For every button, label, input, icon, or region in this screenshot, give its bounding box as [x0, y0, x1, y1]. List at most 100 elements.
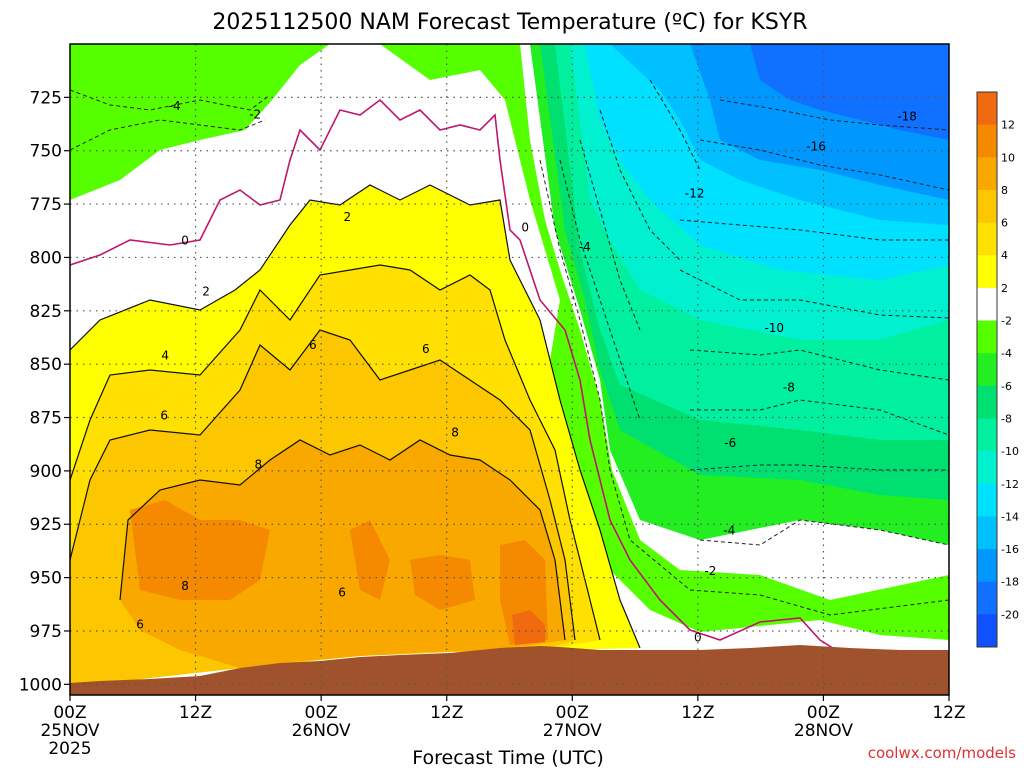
contour-label: -8 [783, 381, 795, 395]
y-tick-label: 1000 [19, 675, 62, 695]
band-minus-20 [750, 44, 949, 140]
colorbar-swatch [977, 124, 997, 158]
contour-negative [70, 89, 271, 111]
colorbar-label: -10 [1001, 445, 1019, 458]
contour-label: 6 [422, 342, 430, 356]
contour-label: -2 [704, 564, 716, 578]
credit-text: coolwx.com/models [868, 744, 1016, 762]
contour-negative [70, 119, 266, 151]
contour-label: 8 [451, 425, 459, 439]
x-tick-label: 00Z [305, 703, 338, 723]
colorbar-swatch [977, 157, 997, 191]
plot-frame [69, 43, 950, 696]
colorbar-swatch [977, 451, 997, 485]
x-tick-date: 27NOV [543, 721, 602, 741]
colorbar-label: 4 [1001, 249, 1008, 262]
colorbar-swatch [977, 581, 997, 615]
colorbar-label: 12 [1001, 119, 1015, 132]
contour-label: 6 [338, 586, 346, 600]
x-tick-date: 28NOV [794, 721, 853, 741]
y-tick-label: 900 [30, 462, 62, 482]
contour-label: -16 [806, 139, 826, 153]
colorbar: 12 10 8 6 4 2 -2 -4 -6 -8 -10 -12 -14 -16 -18 -20 [976, 91, 1019, 648]
colorbar-swatch [977, 189, 997, 224]
contour-negative [599, 109, 681, 261]
x-tick-label: 12Z [681, 703, 714, 723]
colorbar-label: -18 [1001, 576, 1019, 589]
band-minus-2-green [70, 44, 949, 640]
contour-label: 6 [160, 408, 168, 422]
colorbar-swatch [977, 255, 997, 289]
y-tick-label: 825 [30, 302, 62, 322]
contour-label: 0 [694, 630, 702, 644]
contour-label: 2 [202, 285, 210, 299]
colorbar-swatch [977, 483, 997, 517]
contour-label: 2 [343, 210, 351, 224]
contour-label: -2 [249, 107, 261, 121]
x-tick-label: 12Z [430, 703, 463, 723]
contour-label: -6 [724, 436, 736, 450]
band-plus-8 [120, 440, 565, 668]
contour-negative [719, 99, 949, 131]
y-axis: 725 750 775 800 825 850 875 900 925 950 975 1000 [19, 88, 70, 695]
colorbar-label: -2 [1001, 315, 1012, 328]
contour-negative [649, 79, 701, 171]
y-tick-label: 975 [30, 622, 62, 642]
terrain [70, 645, 949, 695]
contour-label: 6 [136, 618, 144, 632]
contour-negative [579, 139, 641, 331]
contour-zero [70, 98, 949, 666]
colorbar-swatch [977, 385, 997, 419]
colorbar-label: -12 [1001, 478, 1019, 491]
contour-label: -18 [897, 110, 917, 124]
contour-negative [679, 269, 949, 319]
contour-negative [539, 159, 949, 616]
colorbar-swatch [977, 614, 997, 648]
x-axis-label: Forecast Time (UTC) [412, 747, 603, 768]
x-tick-date: 25NOV [40, 721, 99, 741]
y-tick-label: 800 [30, 248, 62, 268]
colorbar-swatch [977, 549, 997, 583]
x-tick-label: 12Z [179, 703, 212, 723]
y-tick-label: 725 [30, 88, 62, 108]
contour-negative [689, 464, 949, 471]
x-tick-label: 00Z [556, 703, 589, 723]
contour-label: 8 [255, 457, 263, 471]
chart-title: 2025112500 NAM Forecast Temperature (ºC)… [212, 10, 807, 35]
contour-label: -4 [169, 99, 181, 113]
colorbar-frame [976, 91, 998, 648]
colorbar-label: -6 [1001, 380, 1012, 393]
contour-positive [70, 329, 576, 641]
contour-label: -4 [723, 524, 735, 538]
band-plus-10 [130, 500, 548, 645]
y-tick-label: 850 [30, 355, 62, 375]
x-tick-year: 2025 [48, 739, 91, 759]
y-tick-label: 925 [30, 515, 62, 535]
contour-label: 4 [161, 349, 169, 363]
colorbar-label: 6 [1001, 217, 1008, 230]
y-tick-label: 950 [30, 569, 62, 589]
contour-label: -12 [685, 186, 705, 200]
x-tick-date: 26NOV [292, 721, 351, 741]
contour-label: 8 [181, 579, 189, 593]
contour-label: -10 [764, 321, 784, 335]
colorbar-swatch [977, 516, 997, 550]
y-tick-label: 750 [30, 142, 62, 162]
colorbar-label: -16 [1001, 543, 1019, 556]
contour-negative [699, 519, 949, 546]
contour-label: 0 [181, 233, 189, 247]
colorbar-label: -14 [1001, 510, 1019, 523]
colorbar-label: -20 [1001, 608, 1019, 621]
contour-positive [70, 184, 641, 649]
colorbar-label: 8 [1001, 184, 1008, 197]
gridlines [70, 44, 949, 695]
x-tick-label: 12Z [932, 703, 965, 723]
x-tick-label: 00Z [53, 703, 86, 723]
contour-positive [119, 439, 566, 641]
colorbar-swatch [977, 320, 997, 354]
band-plus-12 [512, 610, 545, 645]
colorbar-label: 2 [1001, 282, 1008, 295]
contour-label: 6 [309, 338, 317, 352]
